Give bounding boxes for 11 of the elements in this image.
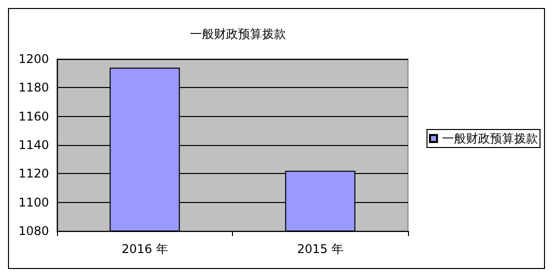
legend-label: 一般财政预算拨款: [442, 132, 538, 146]
chart-title: 一般财政预算拨款: [190, 27, 286, 41]
y-tick-label: 1200: [18, 52, 49, 66]
y-tick-label: 1180: [18, 80, 49, 95]
x-tick-label: 2016 年: [122, 242, 168, 256]
y-tick-label: 1080: [18, 224, 49, 238]
x-tick-label: 2015 年: [297, 242, 344, 256]
y-tick-label: 1100: [18, 195, 49, 210]
y-tick-label: 1160: [18, 109, 49, 124]
y-tick-label: 1140: [18, 138, 49, 152]
y-tick-label: 1120: [18, 166, 49, 181]
